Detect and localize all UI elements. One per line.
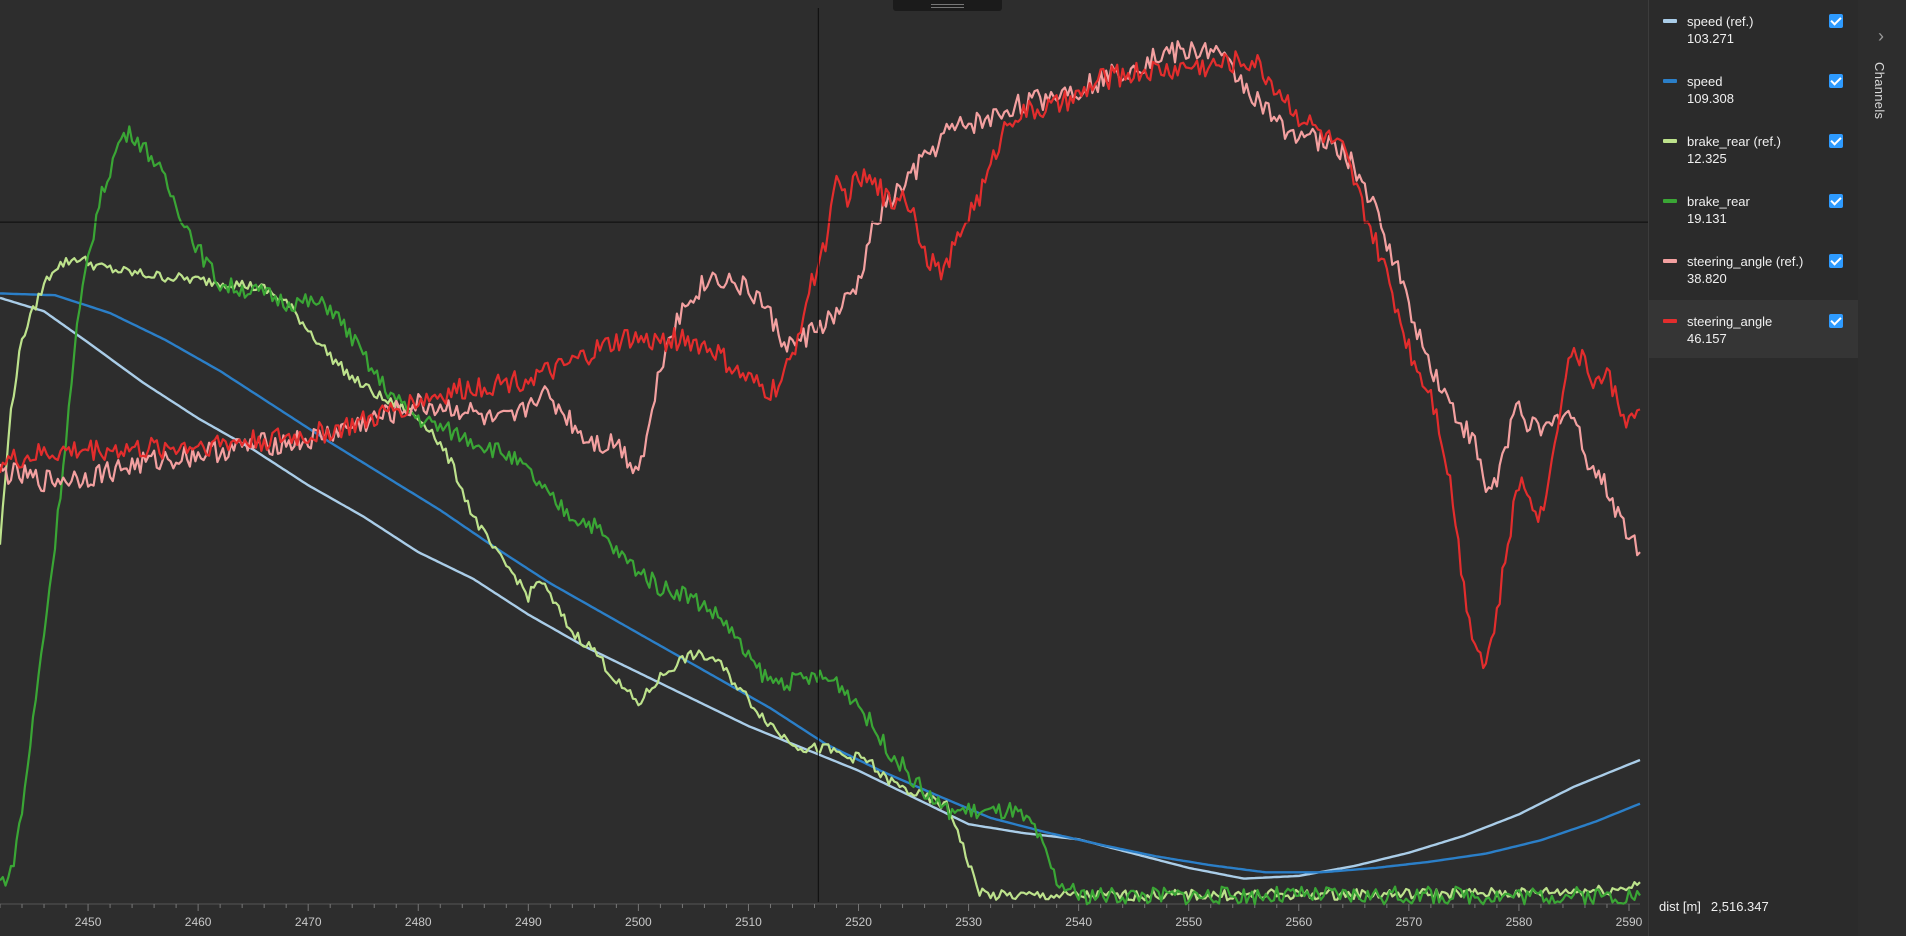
x-tick-label: 2520 [845,915,872,929]
series-line-brake-rear-ref [0,255,1641,902]
x-tick-label: 2480 [405,915,432,929]
chevron-right-icon[interactable]: › [1878,26,1884,46]
x-tick-label: 2530 [955,915,982,929]
visibility-checkbox[interactable] [1829,74,1843,88]
x-tick-label: 2550 [1175,915,1202,929]
x-tick-label: 2540 [1065,915,1092,929]
x-tick-label: 2450 [75,915,102,929]
legend-label: brake_rear (ref.) [1687,134,1781,149]
legend-item-speed[interactable]: speed 109.308 [1649,60,1858,118]
cursor-readout-label: dist [m] [1659,899,1701,914]
legend-value: 19.131 [1687,211,1727,226]
series-line-steering-angle-ref [0,40,1641,557]
legend-swatch [1663,259,1677,263]
visibility-checkbox[interactable] [1829,134,1843,148]
x-tick-label: 2500 [625,915,652,929]
legend-item-brake-rear[interactable]: brake_rear 19.131 [1649,180,1858,238]
x-tick-label: 2490 [515,915,542,929]
visibility-checkbox[interactable] [1829,194,1843,208]
plot-area[interactable]: 2450 2460 2470 2480 2490 2500 2510 2520 2530 2540… [0,0,1648,936]
legend-value: 109.308 [1687,91,1734,106]
x-tick-label: 2460 [185,915,212,929]
legend-swatch [1663,139,1677,143]
visibility-checkbox[interactable] [1829,314,1843,328]
series-line-speed-ref [0,296,1641,880]
legend-label: steering_angle [1687,314,1773,329]
legend-item-steering-angle[interactable]: steering_angle 46.157 [1649,300,1858,358]
visibility-checkbox[interactable] [1829,254,1843,268]
series-line-speed [0,292,1641,874]
cursor-readout-value: 2,516.347 [1710,899,1769,914]
legend-value: 103.271 [1687,31,1734,46]
legend-swatch [1663,199,1677,203]
tab-channels[interactable]: Channels [1872,62,1887,120]
line-chart[interactable]: 2450 2460 2470 2480 2490 2500 2510 2520 2530 2540… [0,0,1648,936]
x-tick-label: 2590 [1616,915,1643,929]
x-tick-label: 2510 [735,915,762,929]
series-line-steering-angle [0,50,1641,670]
legend-label: brake_rear [1687,194,1750,209]
legend-value: 38.820 [1687,271,1727,286]
cursor-readout: dist [m] 2,516.347 [1659,899,1779,914]
right-sidebar: › Channels [1858,0,1906,936]
x-tick-label: 2560 [1285,915,1312,929]
x-tick-label: 2570 [1396,915,1423,929]
legend-swatch [1663,319,1677,323]
legend-item-steering-angle-ref[interactable]: steering_angle (ref.) 38.820 [1649,240,1858,298]
legend-item-speed-ref[interactable]: speed (ref.) 103.271 [1649,0,1858,58]
panel-divider[interactable] [1648,0,1649,936]
legend-label: speed (ref.) [1687,14,1754,29]
x-tick-label: 2470 [295,915,322,929]
legend-label: steering_angle (ref.) [1687,254,1804,269]
resize-handle[interactable] [893,0,1002,11]
channel-legend-panel: speed (ref.) 103.271 speed 109.308 brake… [1649,0,1858,936]
legend-value: 12.325 [1687,151,1727,166]
legend-item-brake-rear-ref[interactable]: brake_rear (ref.) 12.325 [1649,120,1858,178]
visibility-checkbox[interactable] [1829,14,1843,28]
legend-value: 46.157 [1687,331,1727,346]
legend-swatch [1663,19,1677,23]
legend-swatch [1663,79,1677,83]
x-tick-label: 2580 [1506,915,1533,929]
series-line-brake-rear [0,125,1641,906]
legend-label: speed [1687,74,1723,89]
